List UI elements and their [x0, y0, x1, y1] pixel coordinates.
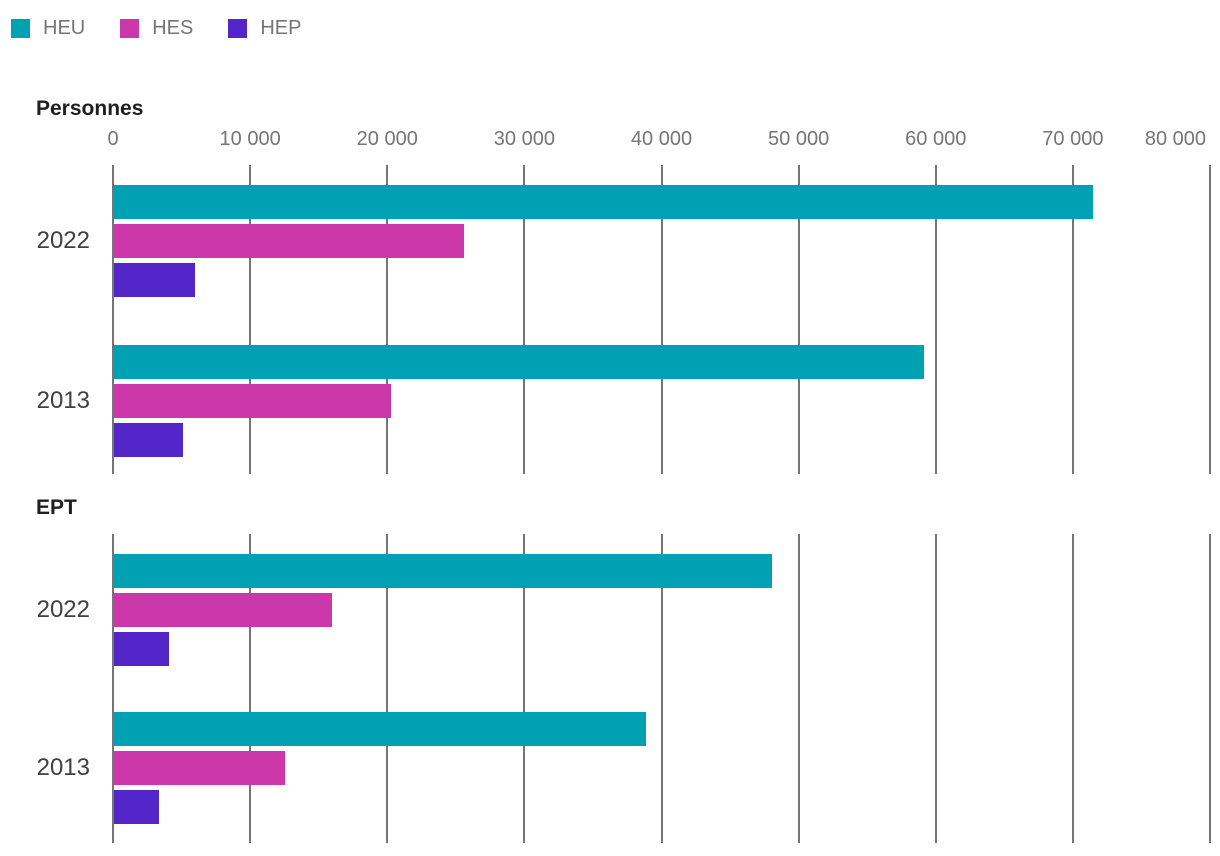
gridline-ept — [935, 534, 937, 843]
bar-ept-2022-hes — [114, 593, 332, 627]
gridline-personnes — [661, 165, 663, 474]
axis-tick-label: 20 000 — [356, 128, 418, 150]
gridline-personnes — [1072, 165, 1074, 474]
legend-swatch-icon — [11, 19, 30, 38]
category-label-personnes-2022: 2022 — [36, 227, 90, 254]
axis-tick-label: 70 000 — [1042, 128, 1104, 150]
bar-ept-2022-heu — [114, 554, 772, 588]
legend-swatch-icon — [228, 19, 248, 38]
bar-ept-2013-hep — [114, 790, 159, 824]
legend-label: HES — [152, 17, 194, 39]
gridline-personnes — [249, 165, 251, 474]
gridline-ept — [798, 534, 800, 843]
legend-item-hes: HES — [120, 17, 194, 39]
section-title-ept: EPT — [36, 496, 77, 519]
gridline-personnes — [798, 165, 800, 474]
bar-personnes-2022-hes — [114, 224, 464, 258]
gridline-personnes — [935, 165, 937, 474]
bar-ept-2013-hes — [114, 751, 285, 785]
axis-tick-label: 60 000 — [905, 128, 967, 150]
axis-tick-label: 30 000 — [493, 128, 555, 150]
legend-label: HEP — [260, 17, 302, 39]
gridline-ept — [249, 534, 251, 843]
section-title-personnes: Personnes — [36, 97, 144, 120]
gridline-personnes — [112, 165, 114, 474]
axis-tick-label: 50 000 — [768, 128, 830, 150]
gridline-personnes — [1209, 165, 1211, 474]
bar-personnes-2013-heu — [114, 345, 924, 379]
bar-personnes-2013-hes — [114, 384, 391, 418]
gridline-ept — [523, 534, 525, 843]
gridline-personnes — [386, 165, 388, 474]
bar-personnes-2022-heu — [114, 185, 1093, 219]
axis-tick-label: 10 000 — [219, 128, 281, 150]
category-label-ept-2022: 2022 — [36, 596, 90, 623]
bar-ept-2022-hep — [114, 632, 169, 666]
gridline-ept — [386, 534, 388, 843]
category-label-ept-2013: 2013 — [36, 754, 90, 781]
gridline-ept — [1209, 534, 1211, 843]
category-label-personnes-2013: 2013 — [36, 387, 90, 414]
bar-personnes-2013-hep — [114, 423, 183, 457]
bar-ept-2013-heu — [114, 712, 646, 746]
gridline-ept — [112, 534, 114, 843]
gridline-ept — [661, 534, 663, 843]
bar-personnes-2022-hep — [114, 263, 195, 297]
legend-swatch-icon — [120, 19, 140, 38]
legend-item-hep: HEP — [228, 17, 302, 39]
axis-tick-label: 40 000 — [630, 128, 693, 150]
gridline-personnes — [523, 165, 525, 474]
legend: HEU HES HEP — [11, 17, 336, 39]
legend-label: HEU — [43, 17, 86, 39]
gridline-ept — [1072, 534, 1074, 843]
axis-tick-label: 80 000 — [1144, 128, 1206, 150]
legend-item-heu: HEU — [11, 17, 86, 39]
axis-tick-label: 0 — [107, 128, 119, 150]
